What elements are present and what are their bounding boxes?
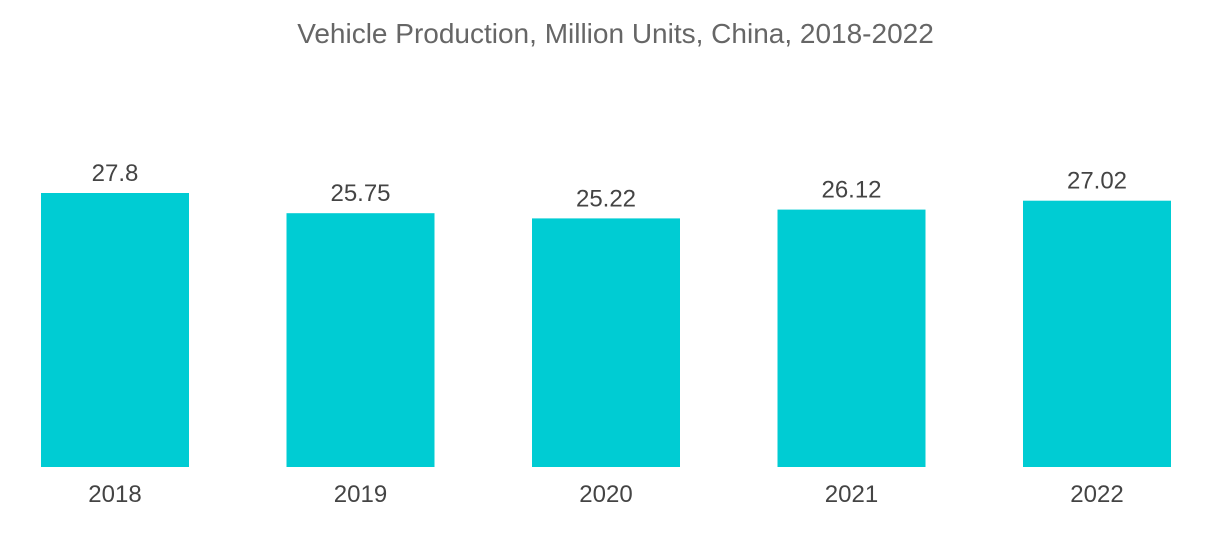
bar-2018 xyxy=(41,193,189,467)
value-label-2018: 27.8 xyxy=(92,160,139,187)
value-labels-group: 27.8 25.75 25.22 26.12 27.02 xyxy=(92,160,1127,212)
value-label-2022: 27.02 xyxy=(1067,168,1127,195)
bar-2021 xyxy=(777,209,926,467)
x-tick-label-2020: 2020 xyxy=(579,481,632,508)
x-tick-labels-group: 2018 2019 2020 2021 2022 xyxy=(88,481,1123,508)
x-tick-label-2022: 2022 xyxy=(1070,481,1123,508)
x-tick-label-2021: 2021 xyxy=(825,481,878,508)
bars-group xyxy=(41,193,1171,467)
chart-title: Vehicle Production, Million Units, China… xyxy=(297,18,934,49)
bar-2020 xyxy=(532,218,680,467)
value-label-2019: 25.75 xyxy=(330,180,390,207)
value-label-2020: 25.22 xyxy=(576,185,636,212)
x-tick-label-2019: 2019 xyxy=(334,481,387,508)
bar-2019 xyxy=(286,213,435,467)
bar-2022 xyxy=(1023,200,1171,467)
x-tick-label-2018: 2018 xyxy=(88,481,141,508)
value-label-2021: 26.12 xyxy=(821,177,881,204)
